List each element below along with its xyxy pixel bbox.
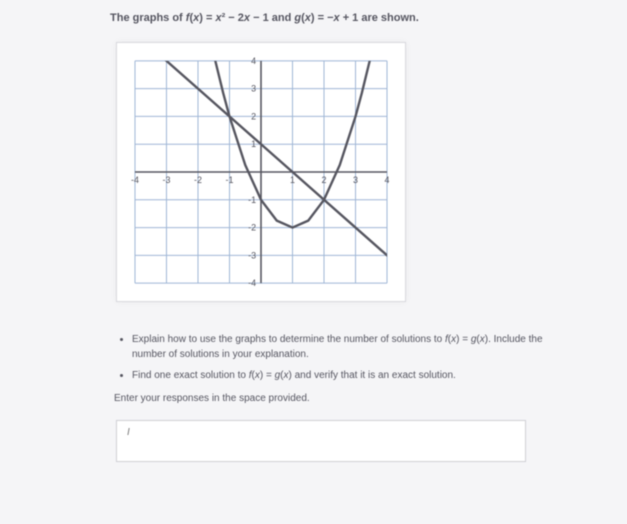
- svg-text:-3: -3: [248, 250, 256, 260]
- svg-text:-3: -3: [163, 175, 171, 185]
- svg-text:-4: -4: [131, 175, 139, 185]
- svg-text:2: 2: [251, 111, 256, 121]
- task-bullet: Explain how to use the graphs to determi…: [132, 332, 567, 362]
- task-bullet: Find one exact solution to f(x) = g(x) a…: [132, 368, 567, 383]
- svg-text:4: 4: [385, 175, 390, 185]
- svg-text:-1: -1: [226, 175, 234, 185]
- task-bullets: Explain how to use the graphs to determi…: [132, 332, 567, 383]
- problem-prompt: The graphs of f(x) = x² − 2x − 1 and g(x…: [110, 12, 567, 24]
- enter-instruction: Enter your responses in the space provid…: [114, 393, 567, 404]
- svg-text:3: 3: [353, 175, 358, 185]
- svg-text:-1: -1: [248, 195, 256, 205]
- answer-input[interactable]: I: [116, 420, 526, 462]
- svg-text:-2: -2: [248, 223, 256, 233]
- graph-panel: -4-3-2-11234-4-3-2-11234: [116, 42, 406, 302]
- svg-text:-2: -2: [194, 175, 202, 185]
- svg-text:3: 3: [251, 84, 256, 94]
- svg-text:2: 2: [322, 175, 327, 185]
- svg-text:4: 4: [251, 56, 256, 66]
- svg-text:1: 1: [290, 175, 295, 185]
- svg-text:-4: -4: [248, 278, 256, 288]
- graph-svg: -4-3-2-11234-4-3-2-11234: [117, 43, 405, 301]
